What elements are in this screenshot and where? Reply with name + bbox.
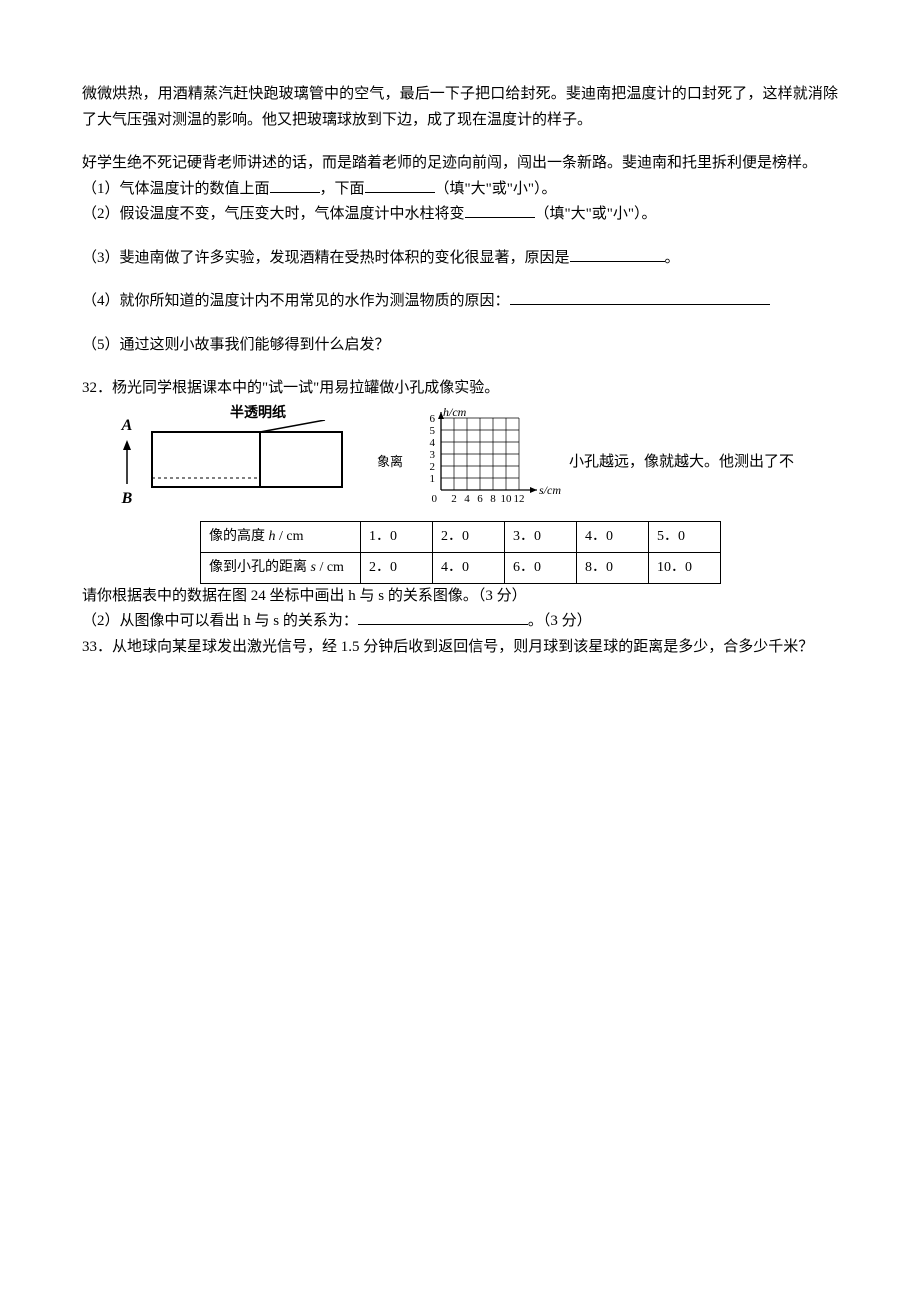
q-part3: （3）斐迪南做了许多实验，发现酒精在受热时体积的变化很显著，原因是 。	[82, 246, 838, 272]
box-svg	[150, 420, 365, 495]
q1-mid: ，下面	[320, 181, 365, 197]
cell: 2．0	[433, 522, 505, 553]
task2-prefix: （2）从图像中可以看出 h 与 s 的关系为：	[82, 613, 358, 629]
svg-text:8: 8	[490, 493, 496, 505]
label-a: A	[122, 412, 133, 439]
after-text: 小孔越远，像就越大。他测出了不	[569, 450, 838, 476]
task2-suffix: 。（3 分）	[528, 613, 592, 629]
data-table: 像的高度 h / cm 1．0 2．0 3．0 4．0 5．0 像到小孔的距离 …	[200, 521, 721, 584]
arrow-ab-diagram: A B	[112, 412, 142, 512]
svg-text:5: 5	[430, 425, 436, 437]
table-row: 像到小孔的距离 s / cm 2．0 4．0 6．0 8．0 10．0	[201, 552, 721, 583]
svg-text:s/cm: s/cm	[539, 483, 561, 497]
svg-text:4: 4	[464, 493, 470, 505]
svg-text:10: 10	[501, 493, 513, 505]
svg-text:2: 2	[430, 461, 436, 473]
row2-header: 像到小孔的距离 s / cm	[201, 552, 361, 583]
chart-grid: 123456246810120h/cms/cm	[411, 408, 561, 518]
blank-2[interactable]	[465, 203, 535, 218]
table-row: 像的高度 h / cm 1．0 2．0 3．0 4．0 5．0	[201, 522, 721, 553]
cell: 8．0	[577, 552, 649, 583]
q4-prefix: （4）就你所知道的温度计内不用常见的水作为测温物质的原因：	[82, 293, 510, 309]
q33-text: 33．从地球向某星球发出激光信号，经 1.5 分钟后收到返回信号，则月球到该星球…	[82, 635, 838, 661]
chart-svg: 123456246810120h/cms/cm	[411, 408, 561, 508]
cell: 4．0	[577, 522, 649, 553]
q-part1: （1）气体温度计的数值上面 ，下面 （填"大"或"小"）。	[82, 177, 838, 203]
translucent-paper-label: 半透明纸	[230, 402, 286, 426]
mid-text: 象离	[373, 451, 403, 473]
cell: 2．0	[361, 552, 433, 583]
blank-4[interactable]	[510, 290, 770, 305]
q-part4: （4）就你所知道的温度计内不用常见的水作为测温物质的原因：	[82, 289, 838, 315]
cell: 3．0	[505, 522, 577, 553]
svg-text:6: 6	[430, 413, 436, 425]
q32-title: 32．杨光同学根据课本中的"试一试"用易拉罐做小孔成像实验。	[82, 376, 838, 402]
q2-suffix: （填"大"或"小"）。	[535, 206, 657, 222]
q1-prefix: （1）气体温度计的数值上面	[82, 181, 270, 197]
row1-header: 像的高度 h / cm	[201, 522, 361, 553]
q3-suffix: 。	[665, 250, 680, 266]
cell: 10．0	[649, 552, 721, 583]
blank-task2[interactable]	[358, 610, 528, 625]
q2-prefix: （2）假设温度不变，气压变大时，气体温度计中水柱将变	[82, 206, 465, 222]
q32-task2: （2）从图像中可以看出 h 与 s 的关系为： 。（3 分）	[82, 609, 838, 635]
q32-diagrams: A B 半透明纸 象离 123456246810120h/cms/cm 小孔越远…	[82, 408, 838, 518]
svg-text:12: 12	[514, 493, 525, 505]
arrow-icon	[120, 440, 134, 484]
q1-suffix: （填"大"或"小"）。	[435, 181, 557, 197]
intro-p2: 好学生绝不死记硬背老师讲述的话，而是踏着老师的足迹向前闯，闯出一条新路。斐迪南和…	[82, 151, 838, 177]
svg-text:6: 6	[477, 493, 483, 505]
svg-text:4: 4	[430, 437, 436, 449]
blank-1b[interactable]	[365, 178, 435, 193]
intro-p1: 微微烘热，用酒精蒸汽赶快跑玻璃管中的空气，最后一下子把口给封死。斐迪南把温度计的…	[82, 82, 838, 133]
q32-task1: 请你根据表中的数据在图 24 坐标中画出 h 与 s 的关系图像。（3 分）	[82, 584, 838, 610]
cell: 5．0	[649, 522, 721, 553]
svg-text:2: 2	[451, 493, 457, 505]
svg-text:3: 3	[430, 449, 436, 461]
translucent-box-diagram: 半透明纸	[150, 420, 365, 505]
q-part2: （2）假设温度不变，气压变大时，气体温度计中水柱将变 （填"大"或"小"）。	[82, 202, 838, 228]
q3-prefix: （3）斐迪南做了许多实验，发现酒精在受热时体积的变化很显著，原因是	[82, 250, 570, 266]
blank-3[interactable]	[570, 247, 665, 262]
cell: 6．0	[505, 552, 577, 583]
svg-text:h/cm: h/cm	[443, 408, 467, 419]
cell: 4．0	[433, 552, 505, 583]
svg-text:1: 1	[430, 473, 436, 485]
svg-text:0: 0	[432, 493, 438, 505]
blank-1a[interactable]	[270, 178, 320, 193]
cell: 1．0	[361, 522, 433, 553]
q-part5: （5）通过这则小故事我们能够得到什么启发？	[82, 333, 838, 359]
label-b: B	[122, 485, 133, 512]
